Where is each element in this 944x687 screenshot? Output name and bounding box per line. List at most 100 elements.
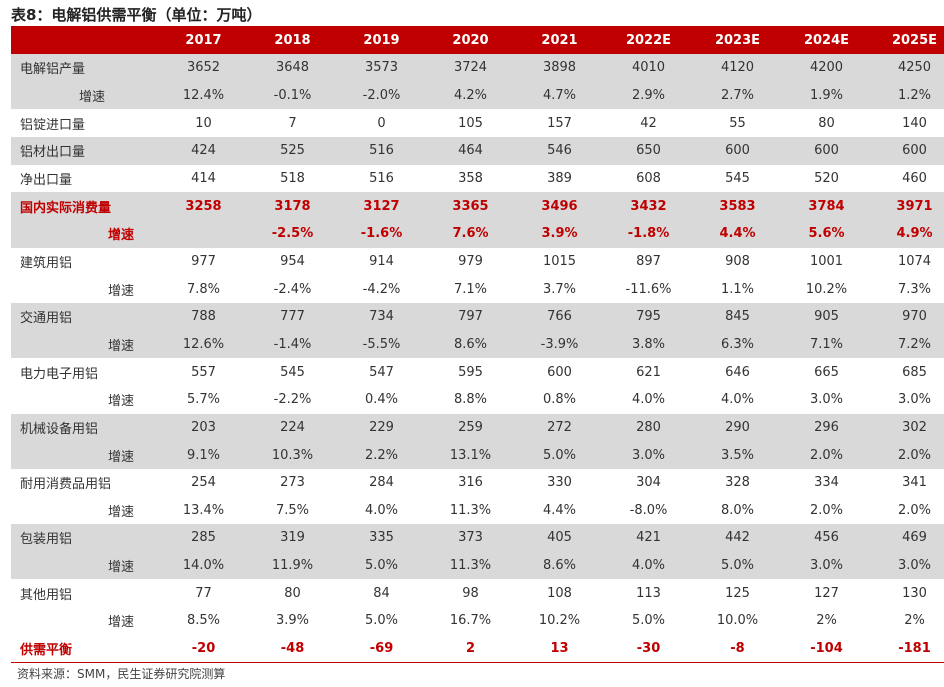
value-cell: 1.2%: [871, 81, 944, 110]
value-cell: 897: [636, 253, 661, 269]
table-body: 电解铝产量 3652 3648 3573 3724 3898 4010 4120 4200 425…: [11, 54, 944, 664]
value-cell: 2.0%: [809, 502, 844, 518]
value-cell: 469: [871, 524, 944, 552]
table-row: 增速 12.6% -1.4% -5.5% 8.6% -3.9% 3.8% 6.3% 7.1% 7.…: [11, 330, 944, 359]
value-cell: 442: [693, 524, 782, 552]
value-cell: -1.8%: [604, 219, 693, 248]
value-cell: -2.5%: [248, 219, 337, 248]
header-year: 2022E: [604, 26, 693, 54]
value-cell: 5.0%: [337, 551, 426, 580]
value-cell: 302: [871, 413, 944, 442]
value-cell: 10.0%: [716, 613, 759, 629]
value-cell: 3432: [604, 192, 693, 220]
value-cell: 8.0%: [720, 502, 755, 518]
value-cell: 12.6%: [159, 330, 248, 359]
value-cell: 330: [547, 475, 572, 491]
value-cell: 421: [604, 524, 693, 552]
value-cell: 14.0%: [159, 551, 248, 580]
value-cell: 2: [426, 634, 515, 664]
table-title: 表8：电解铝供需平衡（单位：万吨）: [11, 6, 262, 24]
value-cell: 373: [426, 524, 515, 552]
value-cell: 7.6%: [426, 219, 515, 248]
table-row: 交通用铝 788 777 734 797 766 795 845 905 970: [11, 302, 944, 331]
row-label: 增速: [11, 330, 159, 359]
table-row: 供需平衡 -20 -48 -69 2 13 -30 -8 -104 -181: [11, 634, 944, 664]
value-cell: 464: [426, 136, 515, 165]
value-cell: 3.0%: [782, 551, 871, 580]
value-cell: 1.9%: [782, 81, 871, 110]
value-cell: 4.4%: [693, 219, 782, 248]
table-row: 电力电子用铝 557 545 547 595 600 621 646 665 685: [11, 358, 944, 386]
value-cell: 3.7%: [542, 281, 577, 297]
value-cell: 795: [604, 302, 693, 331]
value-cell: 665: [814, 364, 839, 380]
row-label: 其他用铝: [20, 587, 73, 603]
value-cell: 5.0%: [515, 441, 604, 469]
value-cell: -8: [693, 634, 782, 664]
value-cell: 13.1%: [426, 441, 515, 469]
value-cell: 10.2%: [538, 613, 581, 629]
value-cell: 545: [725, 170, 750, 186]
value-cell: 2.9%: [604, 81, 693, 110]
value-cell: -0.1%: [248, 81, 337, 110]
value-cell: 646: [725, 364, 750, 380]
value-cell: 7.2%: [871, 330, 944, 359]
value-cell: 2.0%: [871, 441, 944, 469]
value-cell: 3.0%: [604, 441, 693, 469]
row-label: 耐用消费品用铝: [20, 477, 112, 493]
value-cell: -11.6%: [625, 281, 672, 297]
value-cell: 4200: [782, 54, 871, 82]
value-cell: 8.5%: [186, 613, 221, 629]
value-cell: 284: [369, 475, 394, 491]
header-year: 2023E: [693, 26, 782, 54]
value-cell: 10.3%: [248, 441, 337, 469]
table-row: 增速 13.4% 7.5% 4.0% 11.3% 4.4% -8.0% 8.0% 2.0% 2.0…: [11, 497, 944, 525]
value-cell: -1.6%: [337, 219, 426, 248]
value-cell: 4.0%: [364, 502, 399, 518]
value-cell: 358: [458, 170, 483, 186]
value-cell: 203: [159, 413, 248, 442]
value-cell: 3.0%: [897, 392, 932, 408]
value-cell: 341: [902, 475, 927, 491]
table-row: 增速 14.0% 11.9% 5.0% 11.3% 8.6% 4.0% 5.0% 3.0% 3.0…: [11, 551, 944, 580]
value-cell: -2.0%: [337, 81, 426, 110]
value-cell: 8.8%: [453, 392, 488, 408]
value-cell: 272: [515, 413, 604, 442]
value-cell: 273: [280, 475, 305, 491]
value-cell: 777: [248, 302, 337, 331]
source-note: 资料来源：SMM，民生证券研究院测算: [17, 667, 226, 681]
table-row: 建筑用铝 977 954 914 979 1015 897 908 1001 1074: [11, 248, 944, 276]
value-cell: 7.5%: [275, 502, 310, 518]
value-cell: 84: [373, 585, 390, 601]
value-cell: 3724: [426, 54, 515, 82]
value-cell: 80: [284, 585, 301, 601]
value-cell: 328: [725, 475, 750, 491]
supply-demand-table: 2017 2018 2019 2020 2021 2022E 2023E 202…: [11, 26, 944, 664]
value-cell: 954: [280, 253, 305, 269]
value-cell: 3.9%: [275, 613, 310, 629]
value-cell: 290: [693, 413, 782, 442]
header-year: 2024E: [782, 26, 871, 54]
row-label: 机械设备用铝: [11, 413, 159, 442]
header-year: 2018: [248, 26, 337, 54]
value-cell: 16.7%: [449, 613, 492, 629]
value-cell: 5.0%: [693, 551, 782, 580]
value-cell: 4.0%: [720, 392, 755, 408]
table-row: 机械设备用铝 203 224 229 259 272 280 290 296 302: [11, 413, 944, 442]
value-cell: -2.2%: [273, 392, 312, 408]
value-cell: 766: [515, 302, 604, 331]
value-cell: -4.2%: [362, 281, 401, 297]
row-label: 增速: [11, 81, 159, 110]
value-cell: -104: [782, 634, 871, 664]
value-cell: -30: [604, 634, 693, 664]
row-label: 增速: [108, 283, 135, 299]
value-cell: 600: [693, 136, 782, 165]
header-year: 2021: [515, 26, 604, 54]
value-cell: 304: [636, 475, 661, 491]
value-cell: 5.0%: [631, 613, 666, 629]
value-cell: 516: [337, 136, 426, 165]
value-cell: 2.7%: [693, 81, 782, 110]
table-header-row: 2017 2018 2019 2020 2021 2022E 2023E 202…: [11, 26, 944, 54]
value-cell: 0.4%: [364, 392, 399, 408]
value-cell: 908: [725, 253, 750, 269]
